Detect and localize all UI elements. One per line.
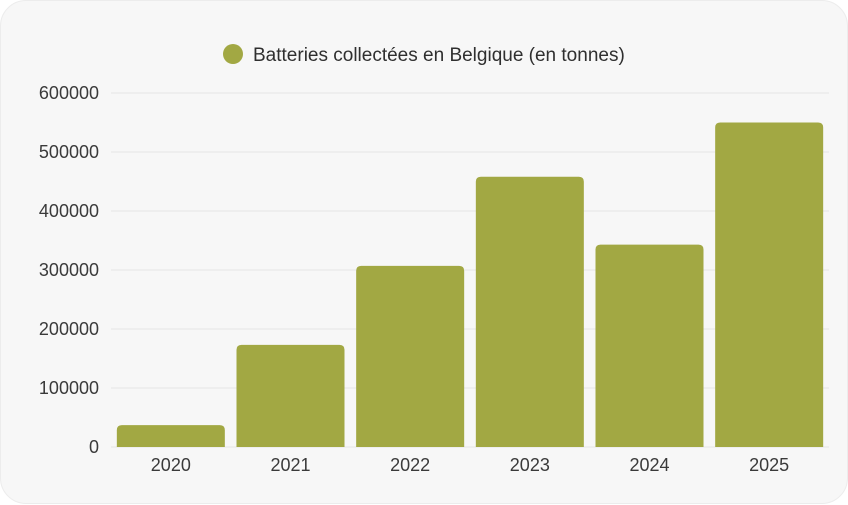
x-tick-label: 2024 bbox=[629, 455, 669, 475]
bar-2022[interactable] bbox=[356, 265, 465, 447]
legend-swatch bbox=[223, 44, 243, 64]
y-tick-label: 600000 bbox=[39, 83, 99, 103]
bar-2025[interactable] bbox=[715, 122, 824, 448]
gridlines bbox=[111, 92, 829, 448]
y-axis-ticks: 600000 500000 400000 300000 200000 100000 0 bbox=[39, 83, 99, 457]
y-tick-label: 400000 bbox=[39, 201, 99, 221]
y-tick-label: 500000 bbox=[39, 142, 99, 162]
bar-2021[interactable] bbox=[236, 344, 345, 447]
x-axis-ticks: 2020 2021 2022 2023 2024 2025 bbox=[151, 455, 789, 475]
y-tick-label: 0 bbox=[89, 437, 99, 457]
legend-label: Batteries collectées en Belgique (en ton… bbox=[253, 45, 625, 66]
x-tick-label: 2025 bbox=[749, 455, 789, 475]
y-tick-label: 100000 bbox=[39, 378, 99, 398]
x-tick-label: 2023 bbox=[510, 455, 550, 475]
y-tick-label: 300000 bbox=[39, 260, 99, 280]
bars bbox=[116, 122, 824, 448]
bar-2023[interactable] bbox=[475, 176, 584, 447]
y-tick-label: 200000 bbox=[39, 319, 99, 339]
legend: Batteries collectées en Belgique (en ton… bbox=[223, 44, 625, 66]
x-tick-label: 2020 bbox=[151, 455, 191, 475]
x-tick-label: 2021 bbox=[270, 455, 310, 475]
bar-2020[interactable] bbox=[116, 425, 225, 447]
x-tick-label: 2022 bbox=[390, 455, 430, 475]
bar-2024[interactable] bbox=[595, 244, 704, 447]
